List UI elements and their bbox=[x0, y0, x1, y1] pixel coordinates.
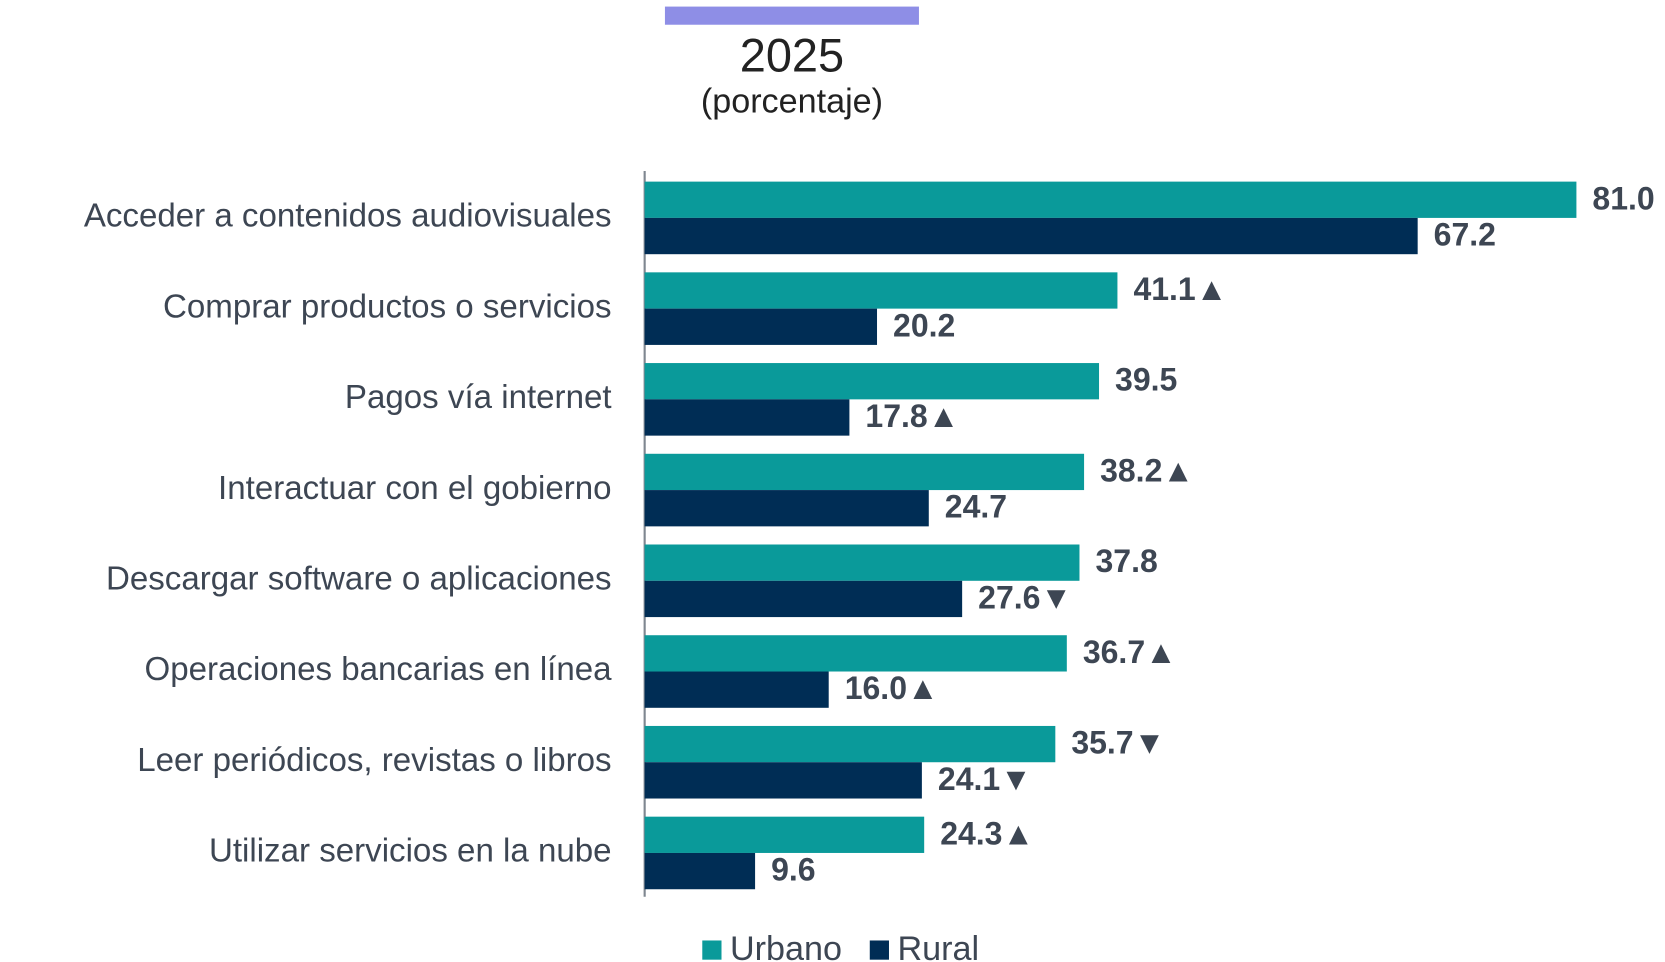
legend-label: Rural bbox=[898, 930, 980, 962]
bar bbox=[644, 816, 925, 853]
data-label: 24.3▲ bbox=[940, 815, 1034, 851]
title-accent bbox=[664, 6, 919, 25]
chart-title: 2025 bbox=[740, 28, 844, 81]
data-label: 37.8 bbox=[1095, 543, 1157, 579]
bar bbox=[644, 272, 1118, 309]
category-label: Utilizar servicios en la nube bbox=[209, 833, 612, 870]
bar bbox=[644, 363, 1100, 400]
data-label: 16.0▲ bbox=[845, 670, 939, 706]
data-label: 9.6 bbox=[771, 852, 815, 888]
legend-label: Urbano bbox=[730, 930, 842, 962]
bar bbox=[644, 852, 756, 890]
legend-swatch bbox=[869, 940, 889, 960]
category-label: Leer periódicos, revistas o libros bbox=[137, 742, 611, 779]
category-label: Comprar productos o servicios bbox=[163, 288, 612, 325]
bar bbox=[644, 181, 1577, 218]
category-label: Operaciones bancarias en línea bbox=[144, 651, 612, 688]
data-label: 81.0 bbox=[1592, 180, 1654, 216]
data-label: 38.2▲ bbox=[1100, 452, 1194, 488]
data-label: 24.1▼ bbox=[938, 761, 1032, 797]
bar bbox=[644, 725, 1056, 763]
data-label: 27.6▼ bbox=[978, 579, 1072, 615]
data-label: 20.2 bbox=[893, 307, 955, 343]
bar bbox=[644, 453, 1085, 491]
legend-swatch bbox=[702, 940, 722, 960]
bar bbox=[644, 399, 850, 436]
category-label: Interactuar con el gobierno bbox=[218, 470, 612, 507]
bar bbox=[644, 762, 922, 799]
data-label: 17.8▲ bbox=[865, 398, 959, 434]
chart-subtitle: (porcentaje) bbox=[701, 83, 883, 121]
bar bbox=[644, 580, 963, 618]
bar bbox=[644, 308, 878, 345]
data-label: 39.5 bbox=[1115, 362, 1177, 398]
bar bbox=[644, 544, 1080, 581]
bar bbox=[644, 635, 1067, 672]
data-label: 24.7 bbox=[945, 489, 1007, 525]
data-label: 41.1▲ bbox=[1133, 271, 1227, 307]
bar bbox=[644, 490, 929, 527]
category-label: Acceder a contenidos audiovisuales bbox=[84, 198, 612, 235]
data-label: 67.2 bbox=[1434, 217, 1496, 253]
category-label: Descargar software o aplicaciones bbox=[106, 561, 612, 598]
data-label: 35.7▼ bbox=[1071, 725, 1165, 761]
category-label: Pagos vía internet bbox=[345, 379, 612, 416]
data-label: 36.7▲ bbox=[1083, 634, 1177, 670]
bar bbox=[644, 671, 829, 708]
bar bbox=[644, 217, 1418, 255]
